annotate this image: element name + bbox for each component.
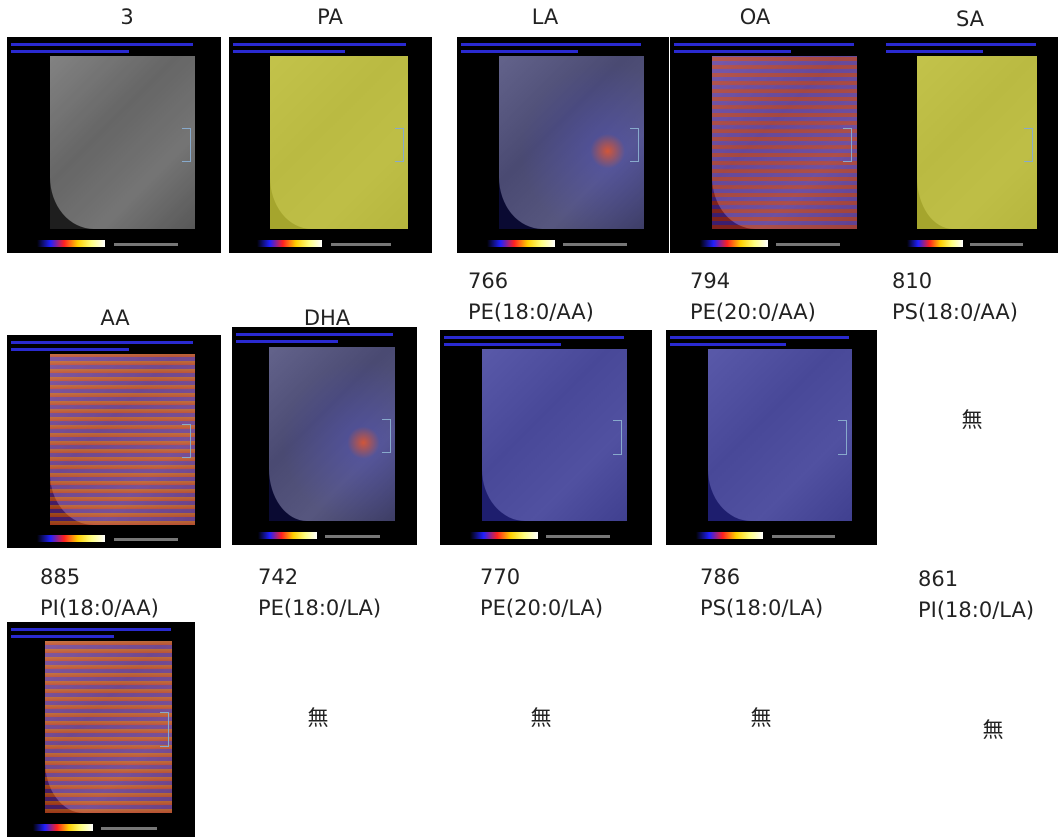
ms-image xyxy=(666,330,877,545)
image-bar xyxy=(907,240,963,247)
panel-label: PE(18:0/AA) xyxy=(468,297,594,327)
ms-image xyxy=(882,37,1058,253)
panel-label: PS(18:0/LA) xyxy=(700,593,823,623)
image-mx xyxy=(772,535,835,538)
image-bar xyxy=(487,240,555,247)
panel-mz: 885 xyxy=(40,562,80,592)
image-hdr2 xyxy=(670,343,786,346)
image-sc xyxy=(1024,128,1033,162)
panel-label: 3 xyxy=(120,2,133,32)
image-hdr2 xyxy=(461,50,578,53)
ms-image xyxy=(440,330,652,545)
ms-image xyxy=(670,37,882,253)
image-bar xyxy=(257,240,322,247)
absent-mark: 無 xyxy=(983,715,1004,745)
image-ov xyxy=(708,349,851,521)
image-hdr xyxy=(670,336,849,339)
image-hdr2 xyxy=(11,635,114,638)
image-bar xyxy=(37,535,105,542)
panel-label: PS(18:0/AA) xyxy=(892,297,1018,327)
image-bar xyxy=(696,532,764,539)
ms-image xyxy=(232,327,417,545)
image-sc xyxy=(395,128,404,162)
image-mx xyxy=(114,243,178,246)
panel-mz: 810 xyxy=(892,266,932,296)
image-ov xyxy=(50,56,196,229)
image-bar xyxy=(33,824,93,831)
image-mx xyxy=(331,243,392,246)
page: 3 PA LA OA SA AA DHA 766 PE(18:0/AA) 794… xyxy=(0,0,1060,837)
image-hdr xyxy=(886,43,1036,46)
image-sc xyxy=(182,424,191,458)
absent-mark: 無 xyxy=(308,703,329,733)
image-mx xyxy=(563,243,627,246)
image-mx xyxy=(970,243,1023,246)
image-hdr xyxy=(674,43,854,46)
image-hdr xyxy=(236,333,393,336)
image-ov xyxy=(50,354,196,524)
ms-image xyxy=(229,37,432,253)
panel-mz: 861 xyxy=(918,564,958,594)
absent-mark: 無 xyxy=(751,703,772,733)
image-hdr xyxy=(11,341,193,344)
absent-mark: 無 xyxy=(962,405,983,435)
image-hdr xyxy=(444,336,624,339)
image-mx xyxy=(114,538,178,541)
ms-image xyxy=(7,622,195,837)
panel-label: AA xyxy=(100,303,129,333)
image-hdr2 xyxy=(11,348,129,351)
image-ov xyxy=(499,56,643,229)
panel-label: LA xyxy=(532,2,559,32)
panel-mz: 786 xyxy=(700,562,740,592)
image-sc xyxy=(613,420,622,454)
image-ov xyxy=(45,641,173,813)
image-hdr2 xyxy=(444,343,561,346)
image-sc xyxy=(843,128,852,162)
panel-mz: 770 xyxy=(480,562,520,592)
image-mx xyxy=(776,243,840,246)
image-sc xyxy=(160,712,169,746)
image-bar xyxy=(37,240,105,247)
image-ov xyxy=(269,347,395,521)
image-hdr2 xyxy=(674,50,791,53)
panel-label: PI(18:0/AA) xyxy=(40,593,159,623)
panel-mz: 794 xyxy=(690,266,730,296)
image-hdr xyxy=(461,43,641,46)
image-hdr2 xyxy=(236,340,338,343)
image-ov xyxy=(482,349,626,521)
image-mx xyxy=(101,827,157,830)
panel-label: PE(20:0/LA) xyxy=(480,593,603,623)
ms-image xyxy=(457,37,669,253)
image-sc xyxy=(838,420,847,454)
panel-label: SA xyxy=(956,4,984,34)
panel-label: PE(18:0/LA) xyxy=(258,593,381,623)
image-ov xyxy=(917,56,1037,229)
image-mx xyxy=(325,535,381,538)
panel-mz: 742 xyxy=(258,562,298,592)
panel-label: OA xyxy=(740,2,771,32)
image-bar xyxy=(258,532,317,539)
image-bar xyxy=(700,240,768,247)
image-ov xyxy=(270,56,408,229)
image-mx xyxy=(546,535,610,538)
image-bar xyxy=(470,532,538,539)
ms-image xyxy=(7,37,221,253)
image-ov xyxy=(712,56,856,229)
image-sc xyxy=(630,128,639,162)
panel-label: PI(18:0/LA) xyxy=(918,595,1034,625)
image-hdr2 xyxy=(11,50,129,53)
panel-label: PA xyxy=(317,2,343,32)
image-sc xyxy=(182,128,191,162)
image-hdr xyxy=(233,43,406,46)
image-hdr xyxy=(11,628,171,631)
panel-label: PE(20:0/AA) xyxy=(690,297,816,327)
ms-image xyxy=(7,335,221,548)
image-sc xyxy=(382,419,391,454)
image-hdr2 xyxy=(233,50,345,53)
panel-mz: 766 xyxy=(468,266,508,296)
absent-mark: 無 xyxy=(531,703,552,733)
image-hdr2 xyxy=(886,50,983,53)
image-hdr xyxy=(11,43,193,46)
